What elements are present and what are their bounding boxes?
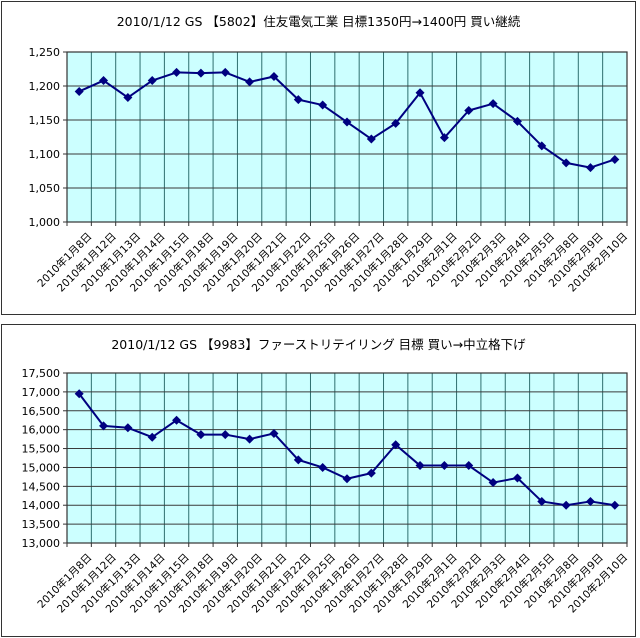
data-point-marker bbox=[561, 500, 571, 510]
data-point-marker bbox=[366, 134, 376, 144]
data-point-marker bbox=[512, 116, 522, 126]
data-point-marker bbox=[391, 118, 401, 128]
data-point-marker bbox=[537, 141, 547, 151]
y-axis-label: 1,200 bbox=[29, 80, 61, 93]
data-point-marker bbox=[488, 99, 498, 109]
data-point-marker bbox=[99, 421, 109, 431]
data-point-marker bbox=[293, 455, 303, 465]
chart-title-5802: 2010/1/12 GS 【5802】住友電気工業 目標1350円→1400円 … bbox=[116, 14, 521, 29]
data-point-marker bbox=[196, 68, 206, 78]
chart-block-9983-fast-retailing: 2010/1/12 GS 【9983】ファーストリテイリング 目標 買い→中立格… bbox=[1, 324, 636, 637]
y-axis-label: 13,000 bbox=[22, 537, 61, 550]
plot-border bbox=[66, 51, 628, 223]
data-point-marker bbox=[172, 67, 182, 77]
y-axis-label: 1,250 bbox=[29, 46, 61, 59]
data-point-marker bbox=[342, 474, 352, 484]
chart-block-5802-sumitomo-electric: 2010/1/12 GS 【5802】住友電気工業 目標1350円→1400円 … bbox=[1, 1, 636, 315]
chart-title-9983: 2010/1/12 GS 【9983】ファーストリテイリング 目標 買い→中立格… bbox=[111, 337, 526, 352]
y-axis-label: 17,000 bbox=[22, 386, 61, 399]
data-point-marker bbox=[415, 461, 425, 471]
y-axis-label: 14,000 bbox=[22, 499, 61, 512]
data-point-marker bbox=[488, 478, 498, 488]
data-point-marker bbox=[610, 154, 620, 164]
data-point-marker bbox=[172, 415, 182, 425]
y-axis-label: 1,050 bbox=[29, 182, 61, 195]
data-point-marker bbox=[537, 496, 547, 506]
data-point-marker bbox=[269, 71, 279, 81]
data-point-marker bbox=[585, 163, 595, 173]
data-point-marker bbox=[318, 100, 328, 110]
data-point-marker bbox=[269, 428, 279, 438]
y-axis-label: 17,500 bbox=[22, 367, 61, 380]
data-point-marker bbox=[585, 496, 595, 506]
y-axis-label: 1,000 bbox=[29, 216, 61, 229]
plot-border bbox=[66, 372, 628, 544]
data-point-marker bbox=[245, 434, 255, 444]
y-axis-label: 15,000 bbox=[22, 461, 61, 474]
chart-canvas-5802: 1,0001,0501,1001,1501,2001,2502010年1月8日2… bbox=[29, 46, 631, 294]
data-point-marker bbox=[220, 430, 230, 440]
y-axis-label: 16,000 bbox=[22, 424, 61, 437]
data-point-marker bbox=[147, 76, 157, 86]
data-point-marker bbox=[342, 117, 352, 127]
data-point-marker bbox=[439, 461, 449, 471]
y-axis-label: 1,150 bbox=[29, 114, 61, 127]
data-point-marker bbox=[464, 105, 474, 115]
chart-canvas-9983: 13,000 13,500 14,000 14,500 15,000 15,500 16,0… bbox=[22, 367, 631, 615]
data-point-marker bbox=[439, 133, 449, 143]
data-point-marker bbox=[293, 95, 303, 105]
data-point-marker bbox=[147, 432, 157, 442]
y-axis-label: 1,100 bbox=[29, 148, 61, 161]
y-axis-label: 14,500 bbox=[22, 480, 61, 493]
data-point-marker bbox=[123, 423, 133, 433]
y-axis-label: 13,500 bbox=[22, 518, 61, 531]
data-point-marker bbox=[74, 86, 84, 96]
data-point-marker bbox=[196, 430, 206, 440]
data-point-marker bbox=[512, 473, 522, 483]
data-point-marker bbox=[366, 468, 376, 478]
data-point-marker bbox=[318, 462, 328, 472]
data-point-marker bbox=[220, 67, 230, 77]
y-axis-label: 15,500 bbox=[22, 443, 61, 456]
y-axis-label: 16,500 bbox=[22, 405, 61, 418]
data-point-marker bbox=[415, 88, 425, 98]
data-point-marker bbox=[391, 440, 401, 450]
data-point-marker bbox=[245, 77, 255, 87]
data-point-marker bbox=[561, 158, 571, 168]
data-point-marker bbox=[99, 76, 109, 86]
data-point-marker bbox=[74, 389, 84, 399]
plot-area bbox=[67, 373, 627, 543]
data-point-marker bbox=[464, 461, 474, 471]
data-point-marker bbox=[610, 500, 620, 510]
data-point-marker bbox=[123, 93, 133, 103]
